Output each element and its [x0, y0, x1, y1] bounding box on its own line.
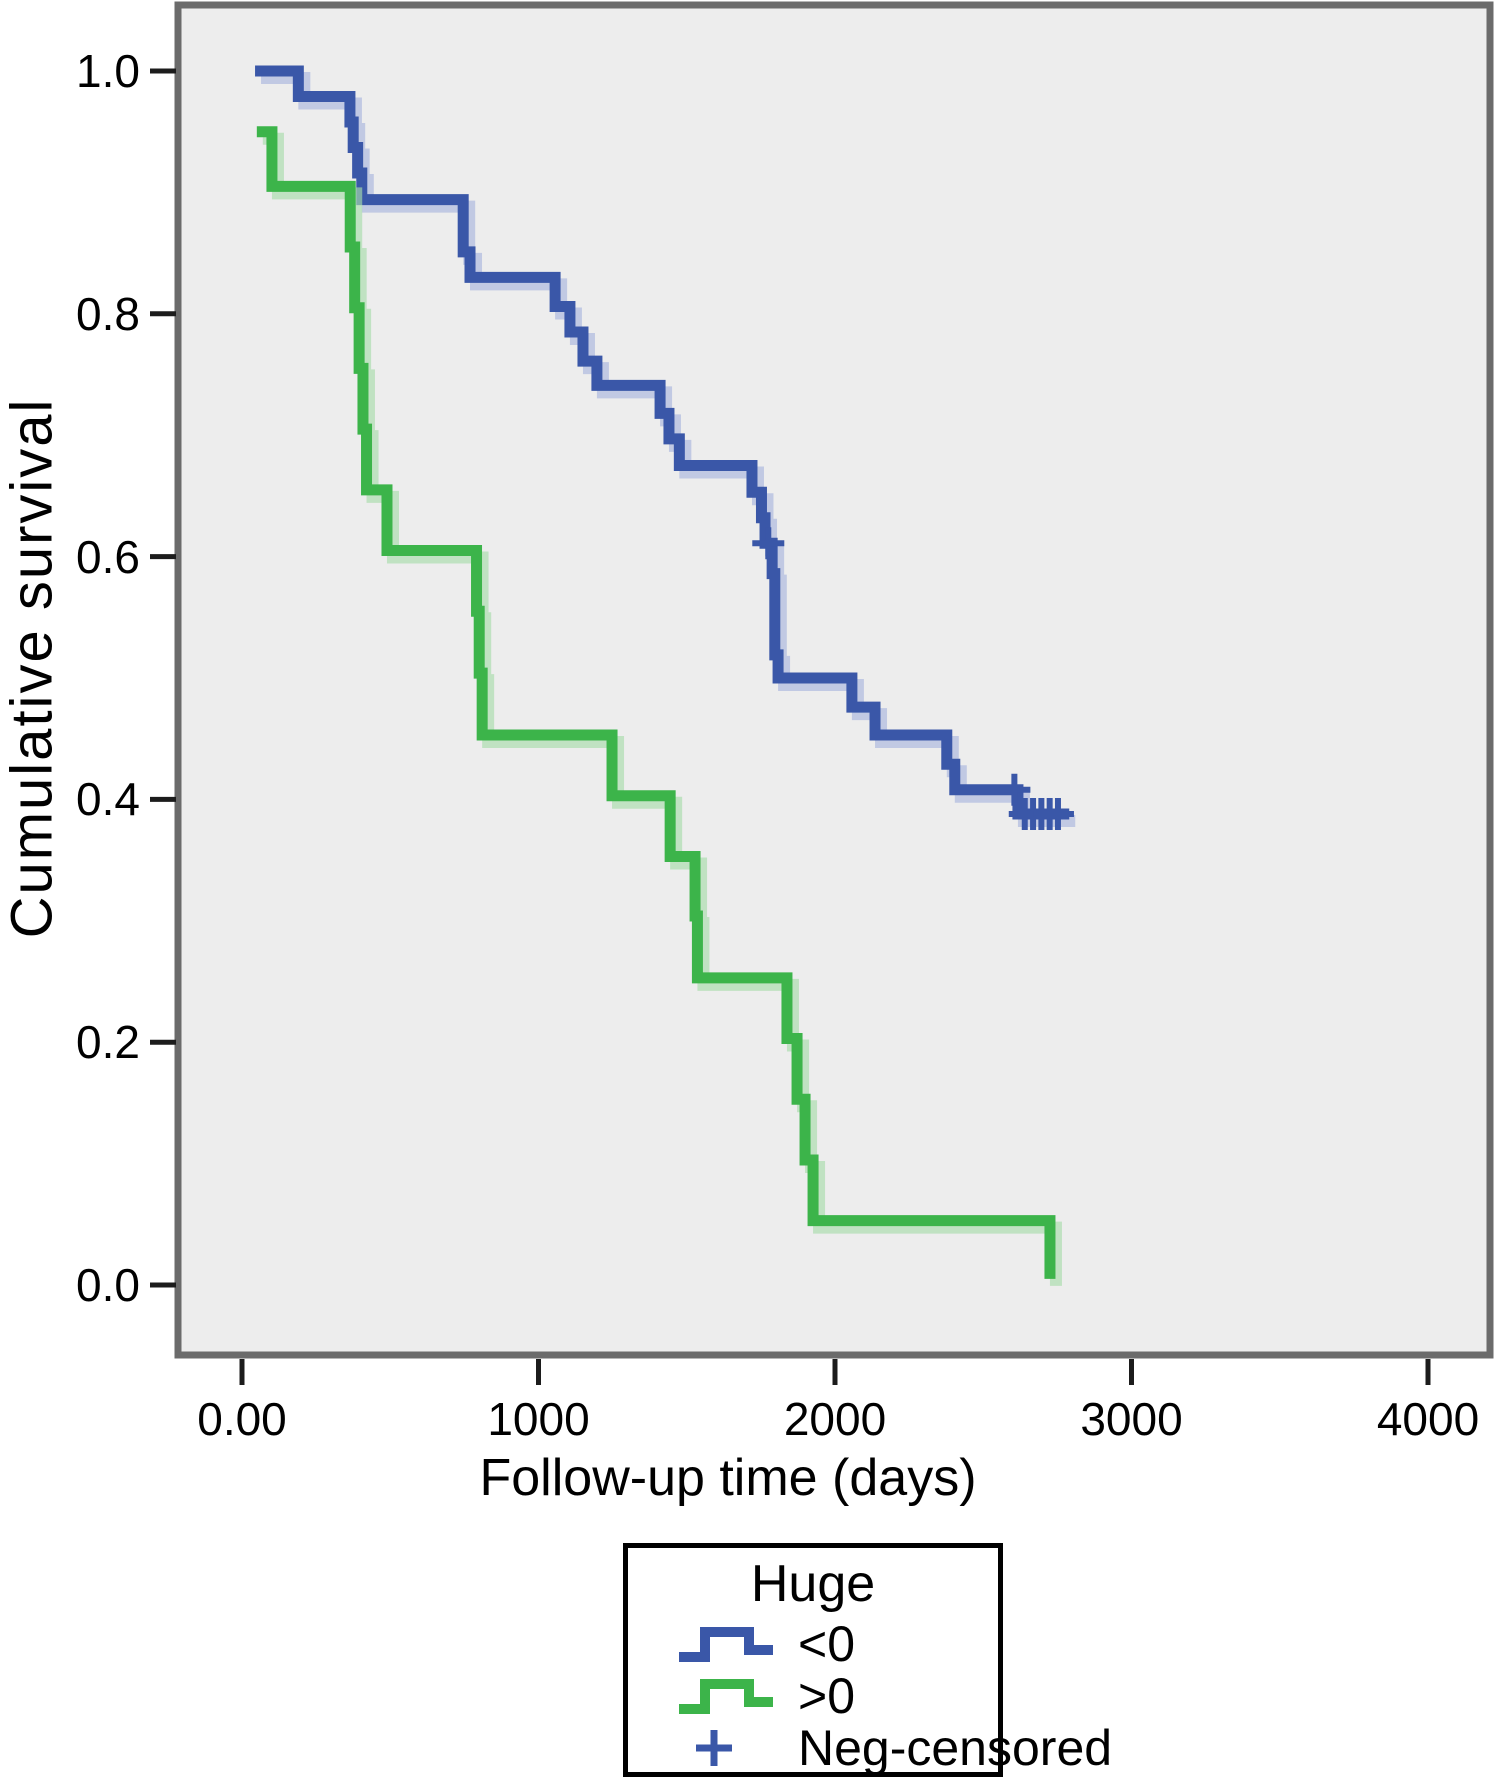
x-tick-label: 3000: [1080, 1393, 1183, 1445]
y-tick-label: 0.0: [76, 1259, 140, 1311]
x-tick-label: 4000: [1376, 1393, 1480, 1445]
legend-label-pos: >0: [798, 1668, 856, 1724]
censor-mark: [1041, 797, 1074, 830]
censor-mark: [752, 527, 785, 560]
legend-title: Huge: [750, 1555, 876, 1613]
survival-curve-pos: [256, 126, 1056, 1279]
x-tick-label: 1000: [487, 1393, 590, 1445]
y-tick-label: 0.4: [76, 773, 140, 826]
step-line-swatch-green-icon: [679, 1679, 773, 1714]
legend-row-neg: <0: [628, 1618, 998, 1670]
step-line-swatch-blue-icon: [679, 1627, 773, 1662]
legend-label-censored: Neg-censored: [798, 1720, 1113, 1776]
survival-curve-neg: [255, 65, 1070, 820]
y-tick-label: 0.8: [76, 287, 140, 340]
x-tick-label: 0.00: [197, 1393, 287, 1445]
y-tick-label: 0.2: [76, 1016, 140, 1069]
y-axis-title: Cumulative survival: [0, 397, 65, 939]
legend-row-censored: Neg-censored: [628, 1722, 1112, 1774]
x-axis-title: Follow-up time (days): [479, 1449, 977, 1507]
legend-label-neg: <0: [798, 1616, 856, 1672]
plus-marker-icon: [696, 1730, 732, 1766]
y-tick-label: 0.6: [76, 530, 140, 583]
legend: Huge <0 >0 Neg-censored: [623, 1543, 1112, 1777]
censor-mark: [998, 773, 1031, 806]
legend-row-pos: >0: [628, 1670, 998, 1722]
x-tick-label: 2000: [783, 1393, 887, 1445]
y-tick-label: 1.0: [76, 45, 140, 97]
